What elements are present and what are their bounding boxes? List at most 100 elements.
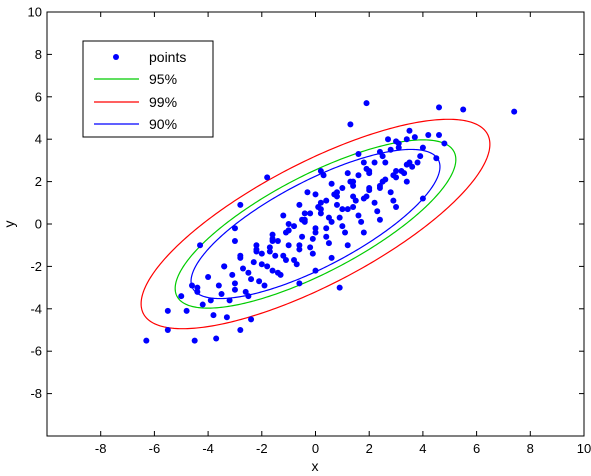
data-point	[323, 197, 330, 204]
data-point	[285, 221, 292, 227]
data-point	[226, 297, 233, 304]
data-point	[307, 210, 314, 217]
data-point	[237, 254, 244, 261]
data-point	[277, 271, 284, 278]
data-point	[366, 168, 373, 174]
data-point	[269, 267, 276, 274]
data-point	[240, 265, 246, 272]
y-tick-label: -4	[30, 301, 42, 316]
data-point	[256, 278, 263, 285]
data-point	[433, 155, 440, 162]
data-point	[336, 284, 343, 291]
data-point	[207, 297, 214, 304]
data-point	[358, 218, 365, 225]
data-point	[333, 189, 340, 196]
data-point	[188, 282, 195, 289]
y-tick-label: 4	[35, 132, 42, 147]
data-point	[269, 231, 276, 238]
data-point	[382, 176, 389, 183]
data-point	[205, 274, 212, 280]
data-point	[301, 210, 308, 217]
data-point	[210, 312, 217, 319]
data-point	[382, 159, 389, 166]
data-point	[355, 151, 362, 158]
data-point	[231, 225, 238, 232]
data-point	[436, 131, 443, 138]
data-point	[360, 159, 367, 166]
data-point	[218, 290, 225, 297]
data-point	[280, 212, 287, 219]
data-point	[280, 252, 287, 259]
data-point	[231, 280, 238, 287]
data-point	[143, 337, 150, 344]
data-point	[269, 235, 276, 242]
data-point	[304, 189, 311, 196]
data-point	[213, 335, 220, 342]
data-point	[194, 288, 201, 295]
data-point	[344, 206, 351, 213]
x-axis-ticks: -8 -6 -4 -2 0 2 4 6 8 10	[95, 12, 591, 456]
data-point	[360, 229, 367, 236]
data-point	[328, 254, 335, 261]
data-point	[333, 201, 340, 208]
data-point	[355, 172, 362, 179]
data-point	[250, 259, 257, 266]
data-point	[317, 206, 324, 213]
data-point	[436, 104, 443, 111]
data-point	[419, 195, 426, 202]
data-point	[406, 127, 413, 134]
data-point	[191, 337, 198, 344]
data-point	[323, 225, 330, 232]
data-point	[328, 218, 335, 225]
data-point	[301, 218, 308, 225]
data-point	[336, 214, 343, 221]
data-point	[409, 163, 416, 170]
data-point	[285, 242, 292, 249]
data-point	[164, 307, 171, 314]
data-point	[253, 242, 260, 249]
data-point	[350, 204, 357, 211]
data-point	[360, 195, 367, 202]
data-point	[403, 136, 410, 143]
data-points	[143, 100, 518, 344]
data-point	[403, 161, 410, 168]
data-point	[339, 206, 346, 213]
data-point	[197, 242, 204, 249]
data-point	[253, 246, 260, 253]
data-point	[245, 269, 252, 276]
data-point	[312, 267, 319, 274]
data-point	[237, 327, 244, 333]
data-point	[363, 100, 370, 107]
y-tick-label: 10	[28, 5, 42, 20]
data-point	[266, 248, 273, 255]
legend-label-points: points	[149, 49, 186, 65]
legend-label-95: 95%	[149, 71, 177, 87]
data-point	[398, 168, 405, 174]
data-point	[309, 235, 316, 242]
data-point	[272, 252, 279, 259]
data-point	[328, 180, 335, 187]
data-point	[411, 134, 418, 141]
data-point	[441, 140, 448, 147]
x-tick-label: -8	[95, 441, 107, 456]
data-point	[393, 204, 400, 211]
y-tick-label: 6	[35, 89, 42, 104]
data-point	[342, 229, 349, 236]
x-tick-label: 6	[473, 441, 480, 456]
data-point	[164, 327, 171, 333]
data-point	[317, 199, 324, 206]
data-point	[387, 189, 394, 196]
data-point	[355, 212, 362, 219]
data-point	[371, 159, 378, 166]
data-point	[245, 293, 252, 300]
data-point	[339, 223, 346, 230]
data-point	[403, 178, 410, 185]
x-tick-label: 8	[527, 441, 534, 456]
data-point	[385, 136, 391, 143]
data-point	[333, 193, 340, 200]
data-point	[350, 182, 357, 189]
data-point	[317, 210, 324, 217]
x-tick-label: 4	[419, 441, 426, 456]
data-point	[417, 153, 424, 160]
